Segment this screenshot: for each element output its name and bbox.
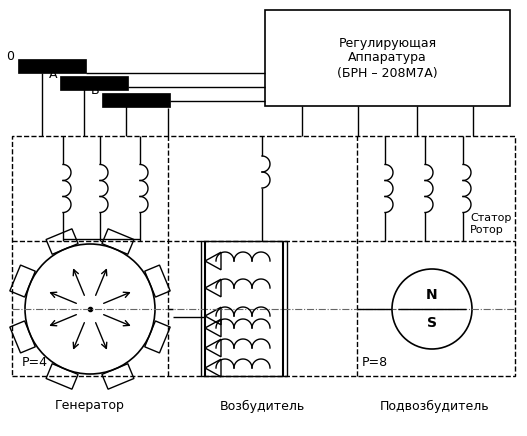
Text: P=4: P=4 [22, 357, 48, 369]
Text: Регулирующая
Аппаратура
(БРН – 208М7А): Регулирующая Аппаратура (БРН – 208М7А) [337, 37, 438, 79]
Bar [12, 136, 515, 376]
Text: Генератор: Генератор [55, 399, 125, 412]
Text: Ротор: Ротор [470, 225, 504, 235]
Text: Статор: Статор [470, 213, 511, 223]
Text: B: B [90, 85, 99, 98]
Text: N: N [426, 288, 438, 302]
Bar [201, 241, 287, 376]
Text: Подвозбудитель: Подвозбудитель [380, 399, 490, 412]
Bar [18, 59, 86, 73]
Text: Возбудитель: Возбудитель [219, 399, 305, 412]
Bar [102, 93, 170, 107]
Text: S: S [427, 316, 437, 330]
Text: P=8: P=8 [362, 357, 388, 369]
Bar [265, 10, 510, 106]
Bar [60, 76, 128, 90]
Text: A: A [48, 68, 57, 81]
Text: 0: 0 [6, 51, 14, 64]
